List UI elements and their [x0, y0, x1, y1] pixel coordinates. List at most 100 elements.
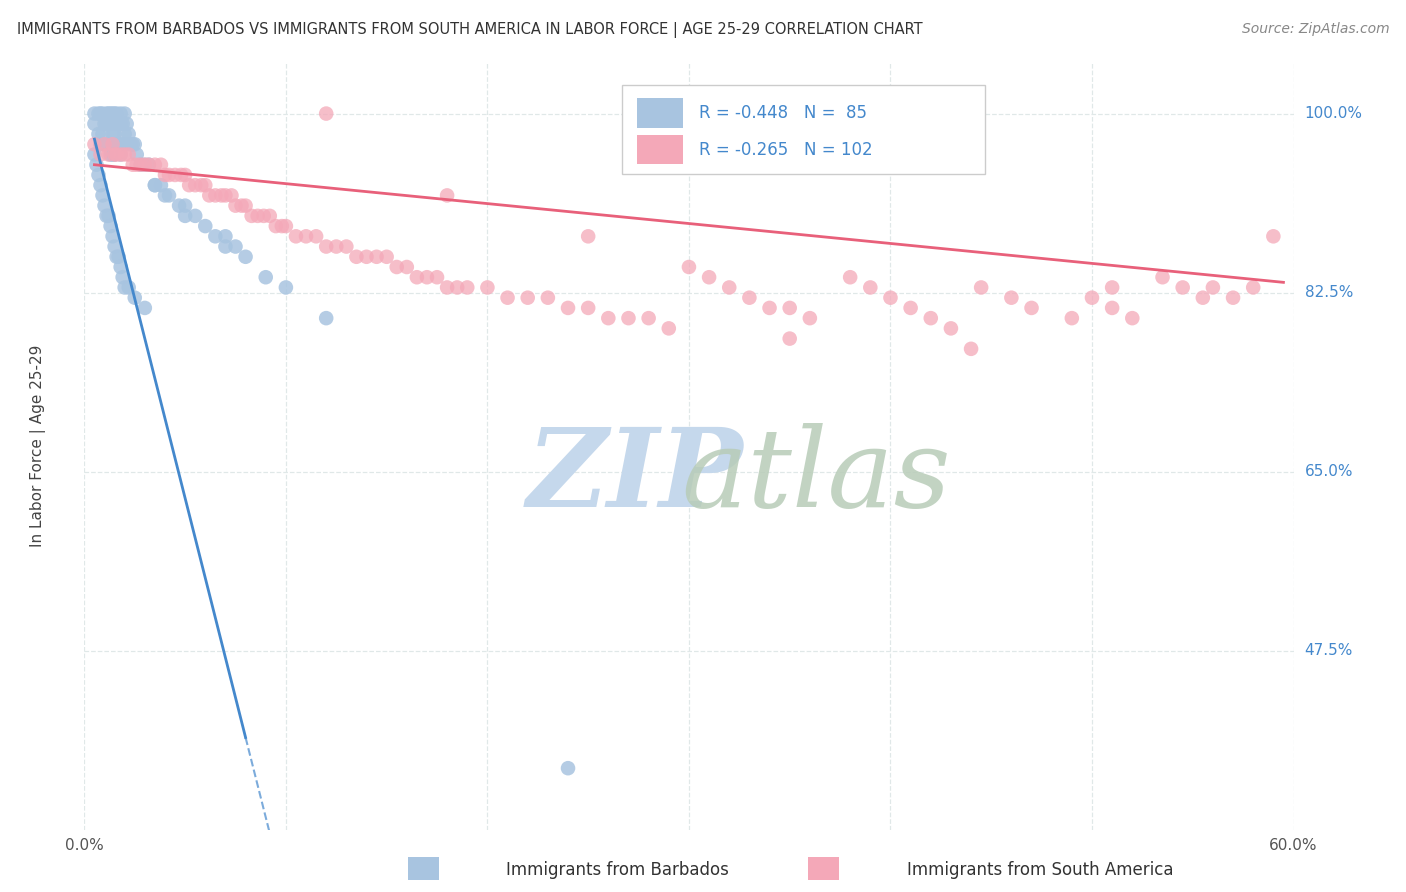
- Text: 100.0%: 100.0%: [1305, 106, 1362, 121]
- Point: [153, 188, 176, 202]
- Point: [295, 229, 318, 244]
- Point: [839, 270, 862, 285]
- Point: [101, 147, 124, 161]
- Point: [97, 137, 120, 152]
- Point: [118, 147, 141, 161]
- Point: [190, 178, 212, 193]
- Text: 82.5%: 82.5%: [1305, 285, 1353, 300]
- Point: [194, 219, 217, 233]
- Point: [697, 270, 720, 285]
- FancyBboxPatch shape: [623, 86, 986, 174]
- Point: [110, 106, 132, 120]
- Point: [89, 147, 111, 161]
- Point: [170, 168, 193, 182]
- Point: [125, 147, 148, 161]
- Point: [93, 199, 115, 213]
- Point: [96, 209, 118, 223]
- Point: [174, 199, 197, 213]
- Point: [110, 260, 132, 274]
- Point: [235, 199, 257, 213]
- Point: [315, 106, 337, 120]
- Point: [496, 291, 519, 305]
- Point: [97, 209, 120, 223]
- Point: [149, 158, 172, 172]
- Point: [107, 250, 129, 264]
- Point: [537, 291, 560, 305]
- Point: [718, 280, 741, 294]
- Point: [138, 158, 160, 172]
- Point: [446, 280, 468, 294]
- Point: [129, 158, 152, 172]
- Point: [105, 137, 128, 152]
- Point: [617, 311, 640, 326]
- Point: [1192, 291, 1215, 305]
- Point: [174, 168, 197, 182]
- Point: [124, 137, 146, 152]
- Point: [426, 270, 449, 285]
- Point: [194, 178, 217, 193]
- Point: [89, 137, 111, 152]
- Point: [83, 147, 105, 161]
- Point: [134, 301, 156, 315]
- Point: [738, 291, 761, 305]
- Point: [356, 250, 378, 264]
- Point: [101, 137, 124, 152]
- Point: [1081, 291, 1104, 305]
- Point: [96, 137, 118, 152]
- Point: [101, 229, 124, 244]
- Point: [1121, 311, 1143, 326]
- Point: [970, 280, 993, 294]
- Point: [1101, 301, 1123, 315]
- Point: [184, 209, 207, 223]
- Point: [153, 168, 176, 182]
- Point: [1152, 270, 1174, 285]
- FancyBboxPatch shape: [637, 136, 683, 164]
- Text: R = -0.265   N = 102: R = -0.265 N = 102: [699, 141, 872, 159]
- Point: [110, 117, 132, 131]
- Point: [87, 106, 110, 120]
- Text: R = -0.448   N =  85: R = -0.448 N = 85: [699, 104, 866, 122]
- Point: [436, 280, 458, 294]
- Point: [758, 301, 780, 315]
- Point: [1171, 280, 1194, 294]
- Point: [121, 158, 143, 172]
- Point: [799, 311, 821, 326]
- Point: [124, 291, 146, 305]
- Point: [105, 106, 128, 120]
- Point: [110, 147, 132, 161]
- Point: [1222, 291, 1244, 305]
- Point: [960, 342, 983, 356]
- Point: [134, 158, 156, 172]
- Point: [107, 137, 129, 152]
- Point: [375, 250, 398, 264]
- Point: [115, 117, 138, 131]
- Point: [235, 250, 257, 264]
- Point: [101, 127, 124, 141]
- Point: [97, 147, 120, 161]
- Point: [115, 137, 138, 152]
- Point: [637, 311, 659, 326]
- Text: 47.5%: 47.5%: [1305, 643, 1353, 658]
- Point: [1021, 301, 1043, 315]
- Point: [100, 117, 122, 131]
- Point: [129, 158, 152, 172]
- Point: [920, 311, 942, 326]
- Point: [557, 301, 579, 315]
- Point: [315, 311, 337, 326]
- FancyBboxPatch shape: [637, 98, 683, 128]
- Point: [100, 137, 122, 152]
- Text: atlas: atlas: [681, 423, 950, 531]
- Point: [395, 260, 418, 274]
- Point: [1202, 280, 1225, 294]
- Point: [100, 219, 122, 233]
- Point: [165, 168, 187, 182]
- Point: [254, 270, 277, 285]
- Point: [859, 280, 882, 294]
- Point: [346, 250, 368, 264]
- Point: [138, 158, 160, 172]
- Point: [1263, 229, 1285, 244]
- Point: [221, 188, 243, 202]
- Point: [125, 158, 148, 172]
- Point: [134, 158, 156, 172]
- Point: [939, 321, 962, 335]
